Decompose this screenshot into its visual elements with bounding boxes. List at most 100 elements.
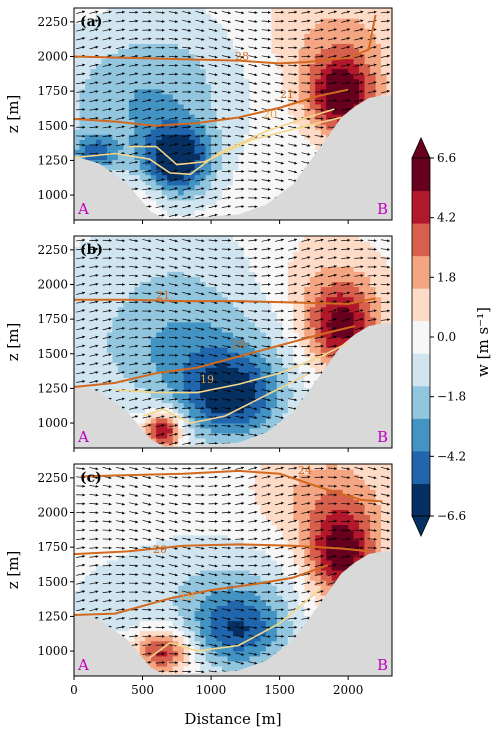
- heat-cell: [320, 33, 327, 39]
- heat-cell: [172, 392, 179, 399]
- heat-cell: [189, 417, 196, 424]
- heat-cell: [233, 241, 240, 247]
- heat-cell: [222, 78, 229, 85]
- heat-cell: [161, 194, 168, 201]
- heat-cell: [260, 58, 267, 65]
- wind-arrow-head: [227, 90, 231, 94]
- heat-cell: [90, 261, 97, 267]
- heat-cell: [84, 154, 92, 161]
- wind-arrow-head: [82, 19, 85, 23]
- heat-cell: [139, 114, 146, 120]
- heat-cell: [249, 347, 256, 353]
- heat-cell: [194, 184, 201, 191]
- heat-cell: [216, 124, 223, 130]
- heat-cell: [79, 119, 86, 125]
- heat-cell: [320, 83, 327, 90]
- heat-cell: [320, 73, 327, 80]
- heat-cell: [95, 326, 103, 333]
- heat-cell: [260, 144, 267, 150]
- heat-cell: [293, 13, 300, 19]
- wind-arrow-head: [161, 196, 165, 199]
- heat-cell: [200, 246, 207, 252]
- wind-arrow-head: [373, 45, 377, 49]
- heat-cell: [161, 114, 168, 120]
- heat-cell: [238, 204, 245, 211]
- heat-cell: [342, 8, 349, 14]
- heat-cell: [161, 139, 168, 145]
- heat-cell: [205, 174, 212, 181]
- heat-cell: [211, 174, 218, 181]
- heat-cell: [172, 73, 179, 80]
- heat-cell: [205, 281, 212, 288]
- heat-cell: [238, 301, 245, 308]
- wind-arrow-head: [161, 55, 165, 58]
- heat-cell: [189, 256, 196, 262]
- heat-cell: [123, 306, 130, 313]
- heat-cell: [326, 38, 333, 44]
- heat-cell: [128, 159, 135, 166]
- heat-cell: [167, 48, 174, 55]
- heat-cell: [156, 392, 163, 399]
- heat-cell: [167, 144, 174, 150]
- heat-cell: [150, 63, 157, 70]
- heat-cell: [90, 144, 97, 150]
- heat-cell: [161, 159, 168, 166]
- heat-cell: [243, 316, 251, 323]
- heat-cell: [205, 347, 212, 353]
- heat-cell: [150, 377, 157, 383]
- heat-cell: [178, 261, 185, 267]
- heat-cell: [200, 276, 207, 283]
- heat-cell: [194, 241, 201, 247]
- heat-cell: [222, 129, 229, 135]
- heat-cell: [167, 68, 174, 75]
- heat-cell: [106, 342, 113, 348]
- wind-arrow-head: [214, 196, 218, 199]
- heat-cell: [200, 13, 207, 19]
- heat-cell: [161, 342, 168, 348]
- heat-cell: [265, 68, 272, 75]
- wind-arrow-head: [214, 20, 218, 24]
- heat-cell: [194, 397, 201, 404]
- heat-cell: [271, 78, 278, 85]
- wind-arrow-head: [108, 10, 112, 14]
- heat-cell: [331, 119, 338, 125]
- heat-cell: [238, 154, 245, 161]
- wind-arrow-head: [228, 134, 231, 138]
- corner-label-a-right: B: [377, 200, 388, 218]
- heat-cell: [238, 124, 245, 130]
- wind-arrow-head: [108, 116, 112, 120]
- heat-cell: [128, 291, 135, 298]
- contour-label-a-2: 21: [280, 88, 294, 101]
- heat-cell: [150, 18, 157, 24]
- wind-arrow-head: [267, 90, 271, 94]
- heat-cell: [194, 108, 201, 115]
- heat-cell: [243, 23, 251, 29]
- heat-cell: [233, 301, 240, 308]
- heat-cell: [101, 271, 108, 277]
- heat-cell: [156, 199, 163, 206]
- heat-cell: [128, 103, 135, 110]
- heat-cell: [238, 251, 245, 257]
- heat-cell: [84, 251, 92, 257]
- heat-cell: [205, 38, 212, 44]
- wind-arrow-head: [161, 46, 165, 50]
- heat-cell: [200, 114, 207, 120]
- wind-arrow-head: [82, 45, 86, 49]
- heat-cell: [167, 372, 174, 378]
- heat-cell: [243, 357, 251, 363]
- wind-arrow-head: [387, 28, 390, 32]
- heat-cell: [276, 33, 283, 39]
- heat-cell: [189, 209, 196, 216]
- heat-cell: [260, 179, 267, 186]
- heat-cell: [194, 251, 201, 257]
- heat-cell: [156, 63, 163, 70]
- wind-arrow-head: [227, 64, 231, 68]
- heat-cell: [200, 199, 207, 206]
- heat-cell: [90, 276, 97, 283]
- heat-cell: [205, 286, 212, 293]
- heat-cell: [282, 48, 289, 55]
- heat-cell: [178, 43, 185, 49]
- heat-cell: [211, 93, 218, 100]
- wind-arrow-head: [161, 63, 165, 67]
- heat-cell: [359, 83, 366, 90]
